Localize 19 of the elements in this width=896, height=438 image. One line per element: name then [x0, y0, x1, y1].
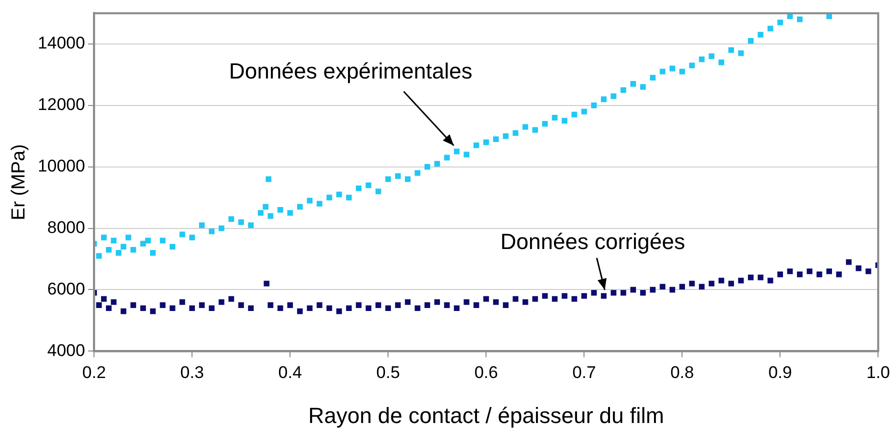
- x-tick-label: 0.5: [376, 363, 400, 382]
- y-tick-label: 6000: [47, 279, 86, 298]
- y-axis-title: Er (MPa): [8, 144, 30, 220]
- x-tick-label: 0.6: [474, 363, 498, 382]
- annotation: Données corrigées: [500, 228, 686, 254]
- x-tick-label: 0.9: [768, 363, 792, 382]
- annotation: Données expérimentales: [229, 58, 472, 84]
- y-tick-label: 10000: [38, 156, 86, 176]
- x-tick-label: 0.8: [670, 363, 694, 382]
- x-tick-label: 0.3: [180, 363, 204, 382]
- x-axis-title: Rayon de contact / épaisseur du film: [308, 402, 664, 428]
- y-tick-label: 14000: [38, 34, 86, 53]
- x-tick-label: 0.7: [572, 363, 596, 382]
- y-tick-label: 12000: [38, 95, 86, 114]
- x-tick-label: 1.0: [866, 363, 890, 382]
- y-tick-label: 8000: [47, 218, 86, 237]
- y-tick-label: 4000: [47, 340, 86, 360]
- x-tick-label: 0.2: [82, 363, 106, 382]
- x-tick-label: 0.4: [278, 363, 302, 382]
